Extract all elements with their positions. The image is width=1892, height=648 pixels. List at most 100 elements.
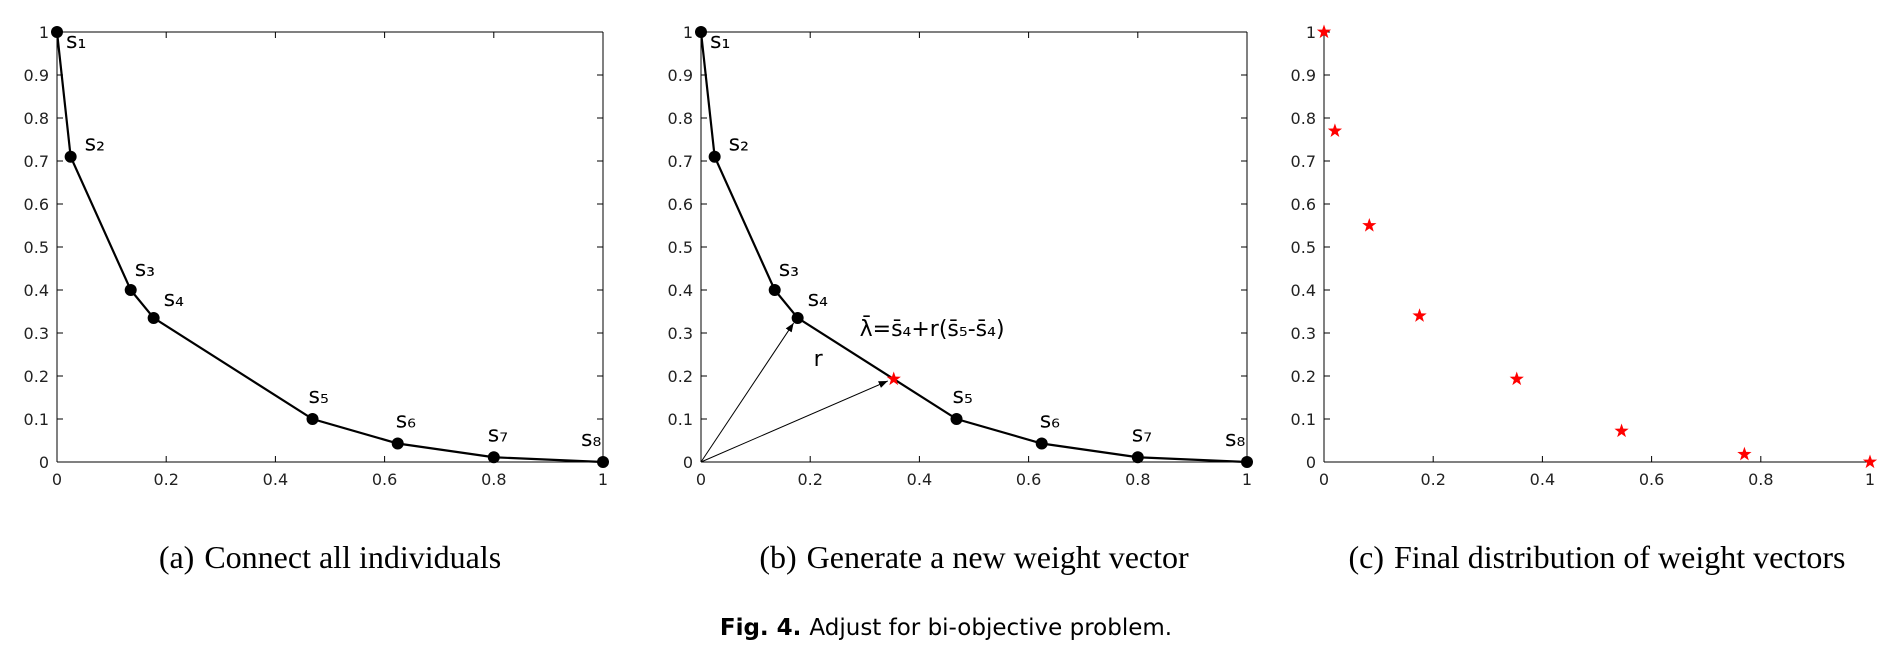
- y-tick-label: 0.8: [668, 109, 693, 128]
- y-tick-label: 0.5: [1291, 238, 1316, 257]
- point-label: s₈: [1225, 427, 1245, 452]
- line: [55, 31, 604, 464]
- point: [597, 456, 609, 468]
- figure-label: Fig. 4.: [720, 615, 802, 641]
- y-tick-label: 1: [1306, 23, 1316, 42]
- point-label: s₃: [135, 257, 155, 282]
- y-tick-label: 0.3: [1291, 324, 1316, 343]
- star-point: [1737, 446, 1752, 461]
- y-tick-label: 0.1: [1291, 410, 1316, 429]
- point: [64, 150, 77, 163]
- point: [147, 311, 160, 324]
- figure-caption-text: Adjust for bi-objective problem.: [809, 615, 1172, 641]
- y-tick-label: 0.5: [668, 238, 693, 257]
- y-tick-label: 0.4: [1291, 281, 1316, 300]
- star-point: [1862, 454, 1878, 469]
- figure-caption: Fig. 4. Adjust for bi-objective problem.: [720, 615, 1172, 641]
- subfigure-label: (a): [159, 539, 195, 575]
- y-tick-label: 0: [683, 453, 693, 472]
- x-tick-label: 0.6: [1016, 470, 1041, 489]
- y-tick-label: 0.3: [668, 324, 693, 343]
- x-tick-label: 0: [52, 470, 62, 489]
- point-label: s₅: [309, 384, 329, 409]
- star-point: [1509, 371, 1524, 386]
- star-point: [1412, 308, 1427, 322]
- y-tick-label: 0.9: [1291, 66, 1316, 85]
- point-label: s₃: [779, 257, 799, 282]
- x-tick-label: 0.8: [1125, 470, 1150, 489]
- point: [391, 437, 404, 450]
- point: [950, 413, 963, 425]
- x-tick-label: 0.8: [1748, 470, 1773, 489]
- x-tick-label: 0.6: [1639, 470, 1664, 489]
- point: [768, 284, 781, 296]
- point-label: s₅: [953, 384, 973, 409]
- y-tick-label: 0.6: [668, 195, 693, 214]
- point-label: s₄: [164, 287, 184, 312]
- y-tick-label: 1: [683, 23, 693, 42]
- y-tick-label: 0.1: [668, 410, 693, 429]
- point-label: s₂: [729, 132, 749, 157]
- y-tick-label: 0.5: [24, 238, 49, 257]
- point: [1035, 437, 1048, 450]
- x-tick-label: 0.4: [907, 470, 932, 489]
- point: [695, 26, 707, 38]
- y-tick-label: 0: [1306, 453, 1316, 472]
- annotation-r: r: [814, 347, 824, 372]
- y-tick-label: 0.1: [24, 410, 49, 429]
- y-tick-label: 0.8: [1291, 109, 1316, 128]
- x-tick-label: 0.2: [1420, 470, 1445, 489]
- subfigure-label: (c): [1348, 539, 1384, 575]
- point: [306, 413, 319, 425]
- x-tick-label: 0.6: [372, 470, 397, 489]
- y-tick-label: 0.9: [668, 66, 693, 85]
- annotation-formula: λ̄=s̄₄+r(s̄₅-s̄₄): [860, 316, 1005, 342]
- point: [708, 150, 721, 163]
- subfigure-caption-text: Final distribution of weight vectors: [1394, 539, 1846, 575]
- point-label: s₆: [1040, 409, 1060, 434]
- point-label: s₂: [85, 132, 105, 157]
- x-tick-label: 0: [1319, 470, 1329, 489]
- point: [124, 284, 137, 296]
- y-tick-label: 0.6: [24, 195, 49, 214]
- y-tick-label: 0.6: [1291, 195, 1316, 214]
- point-label: s₆: [396, 409, 416, 434]
- x-tick-label: 1: [598, 470, 608, 489]
- point-label: s₈: [581, 427, 601, 452]
- y-tick-label: 0.7: [668, 152, 693, 171]
- subfigure-caption: (a) Connect all individuals: [159, 539, 501, 575]
- subfigure-caption-text: Connect all individuals: [204, 539, 501, 575]
- star-point: [1316, 24, 1332, 39]
- x-tick-label: 0.2: [153, 470, 178, 489]
- point: [1131, 451, 1144, 464]
- y-tick-label: 0.7: [1291, 152, 1316, 171]
- y-tick-label: 0.2: [1291, 367, 1316, 386]
- point-label: s₁: [710, 29, 730, 54]
- x-tick-label: 1: [1865, 470, 1875, 489]
- subfigure-label: (b): [759, 539, 796, 575]
- arrow: [700, 322, 795, 463]
- point-label: s₇: [488, 422, 508, 447]
- subfigure-caption: (c) Final distribution of weight vectors: [1348, 539, 1845, 575]
- x-tick-label: 0: [696, 470, 706, 489]
- line: [699, 31, 1248, 464]
- y-tick-label: 0.8: [24, 109, 49, 128]
- y-tick-label: 1: [39, 23, 49, 42]
- x-tick-label: 1: [1242, 470, 1252, 489]
- point-label: s₁: [66, 29, 86, 54]
- point-label: s₇: [1132, 422, 1152, 447]
- y-tick-label: 0.9: [24, 66, 49, 85]
- arrow: [700, 380, 888, 463]
- star-point: [1362, 218, 1377, 232]
- y-tick-label: 0.3: [24, 324, 49, 343]
- star-point: [1327, 123, 1343, 137]
- star-point: [886, 371, 901, 386]
- y-tick-label: 0.4: [24, 281, 49, 300]
- subfigure-caption: (b) Generate a new weight vector: [759, 539, 1189, 575]
- y-tick-label: 0.2: [24, 367, 49, 386]
- x-tick-label: 0.4: [1530, 470, 1555, 489]
- x-tick-label: 0.4: [263, 470, 288, 489]
- subfigure-caption-text: Generate a new weight vector: [807, 539, 1189, 575]
- point: [487, 451, 500, 464]
